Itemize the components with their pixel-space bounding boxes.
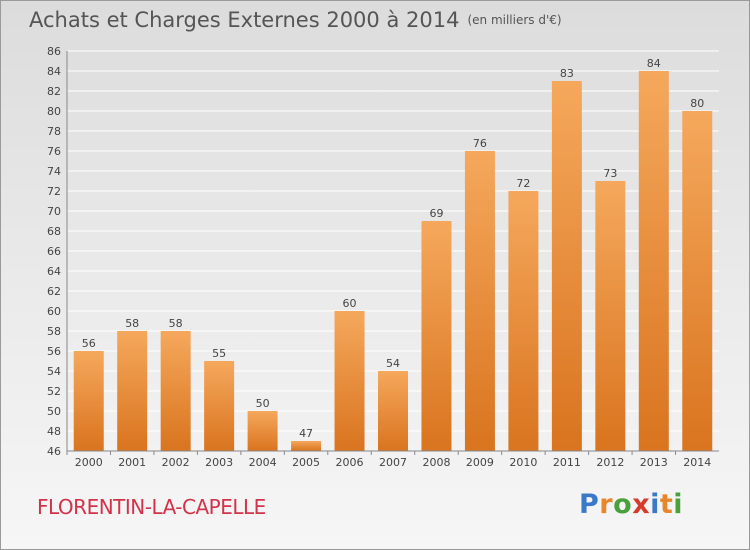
x-tick-label: 2013: [640, 456, 668, 469]
y-tick-label: 54: [47, 365, 61, 378]
y-tick-label: 80: [47, 105, 61, 118]
commune-name: FLORENTIN-LA-CAPELLE: [37, 495, 266, 519]
bar-2009: [464, 151, 495, 451]
logo-letter: P: [579, 489, 600, 520]
data-label-2001: 58: [125, 317, 139, 330]
y-tick-label: 46: [47, 445, 61, 458]
bar-2001: [117, 331, 148, 451]
bars: 56 58 58 55 50 47 60 54 69 76 72 83 73 84 80: [73, 57, 713, 451]
y-tick-label: 78: [47, 125, 61, 138]
x-tick-label: 2007: [379, 456, 407, 469]
y-tick-label: 66: [47, 245, 61, 258]
data-label-2002: 58: [169, 317, 183, 330]
logo-letter: x: [632, 489, 651, 520]
proxiti-logo: Proxiti: [579, 489, 683, 520]
x-tick-label: 2004: [249, 456, 277, 469]
bar-2007: [378, 371, 408, 451]
x-tick-label: 2009: [466, 456, 494, 469]
bar-2003: [204, 361, 235, 451]
y-tick-label: 76: [47, 145, 61, 158]
data-label-2014: 80: [690, 97, 704, 110]
logo-letter: r: [599, 489, 614, 520]
bar-2000: [73, 351, 104, 451]
bar-2004: [247, 411, 278, 451]
data-label-2008: 69: [429, 207, 443, 220]
bar-2010: [508, 191, 539, 451]
x-tick-label: 2006: [336, 456, 364, 469]
y-tick-label: 60: [47, 305, 61, 318]
x-tick-label: 2011: [553, 456, 581, 469]
chart-unit: (en milliers d'€): [467, 13, 562, 27]
bar-2013: [638, 71, 669, 451]
data-label-2010: 72: [516, 177, 530, 190]
data-label-2007: 54: [386, 357, 400, 370]
y-tick-label: 56: [47, 345, 61, 358]
bar-2008: [421, 221, 452, 451]
bar-2011: [551, 81, 582, 451]
y-tick-label: 58: [47, 325, 61, 338]
data-label-2000: 56: [82, 337, 96, 350]
logo-letter: i: [650, 489, 660, 520]
data-label-2003: 55: [212, 347, 226, 360]
bar-2005: [291, 441, 322, 451]
logo-letter: t: [659, 489, 674, 520]
logo-letter: o: [613, 489, 633, 520]
y-tick-label: 86: [47, 45, 61, 58]
data-label-2005: 47: [299, 427, 313, 440]
y-tick-label: 62: [47, 285, 61, 298]
data-label-2011: 83: [560, 67, 574, 80]
data-label-2004: 50: [256, 397, 270, 410]
data-label-2013: 84: [647, 57, 661, 70]
x-tick-label: 2001: [118, 456, 146, 469]
y-tick-label: 50: [47, 405, 61, 418]
bar-2012: [595, 181, 626, 451]
x-tick-label: 2008: [422, 456, 450, 469]
x-tick-label: 2010: [509, 456, 537, 469]
y-tick-label: 68: [47, 225, 61, 238]
x-tick-label: 2014: [683, 456, 711, 469]
x-tick-label: 2003: [205, 456, 233, 469]
data-label-2012: 73: [603, 167, 617, 180]
bar-2014: [682, 111, 713, 451]
chart-title-text: Achats et Charges Externes 2000 à 2014: [29, 8, 460, 32]
x-tick-label: 2002: [162, 456, 190, 469]
y-tick-label: 52: [47, 385, 61, 398]
logo-letter: i: [673, 489, 684, 520]
x-tick-label: 2000: [75, 456, 103, 469]
y-tick-label: 64: [47, 265, 61, 278]
y-tick-label: 48: [47, 425, 61, 438]
y-tick-label: 74: [47, 165, 61, 178]
bar-2002: [160, 331, 191, 451]
data-label-2006: 60: [343, 297, 357, 310]
x-tick-label: 2012: [596, 456, 624, 469]
y-tick-label: 82: [47, 85, 61, 98]
data-label-2009: 76: [473, 137, 487, 150]
axes: 46 48 50 52 54 56 58 60 62 64 66 68 70 72 74 76 78 80 82 84…: [47, 45, 719, 469]
bar-2006: [334, 311, 365, 451]
chart-title: Achats et Charges Externes 2000 à 2014 (e…: [29, 8, 562, 32]
y-tick-label: 70: [47, 205, 61, 218]
y-tick-label: 72: [47, 185, 61, 198]
x-tick-label: 2005: [292, 456, 320, 469]
y-tick-label: 84: [47, 65, 61, 78]
